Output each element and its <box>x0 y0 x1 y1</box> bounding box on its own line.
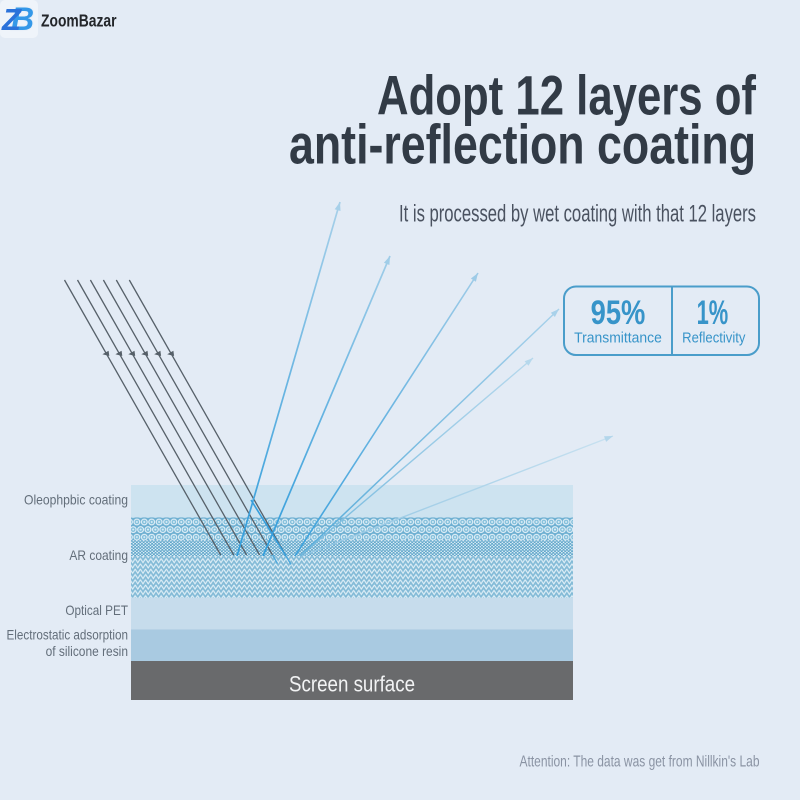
svg-text:Electrostatic adsorption: Electrostatic adsorption <box>7 627 129 643</box>
svg-text:AR coating: AR coating <box>69 547 128 563</box>
svg-text:It is processed by wet coating: It is processed by wet coating with that… <box>399 201 756 228</box>
svg-text:95%: 95% <box>591 294 646 332</box>
svg-text:Z: Z <box>1 2 22 37</box>
svg-text:of silicone resin: of silicone resin <box>46 643 128 659</box>
svg-text:Optical PET: Optical PET <box>65 602 128 618</box>
svg-text:Screen surface: Screen surface <box>289 671 415 696</box>
svg-text:B: B <box>11 1 34 37</box>
svg-text:Reflectivity: Reflectivity <box>682 330 746 347</box>
svg-text:Oleophpbic coating: Oleophpbic coating <box>24 491 128 507</box>
svg-text:ZoomBazar: ZoomBazar <box>41 10 117 30</box>
svg-text:Attention: The data was get fr: Attention: The data was get from Nillkin… <box>520 753 760 770</box>
svg-text:Adopt 12 layers of: Adopt 12 layers of <box>377 63 756 126</box>
svg-text:anti-reflection coating: anti-reflection coating <box>289 112 756 175</box>
svg-text:Transmittance: Transmittance <box>574 330 662 347</box>
svg-text:1%: 1% <box>697 294 729 332</box>
